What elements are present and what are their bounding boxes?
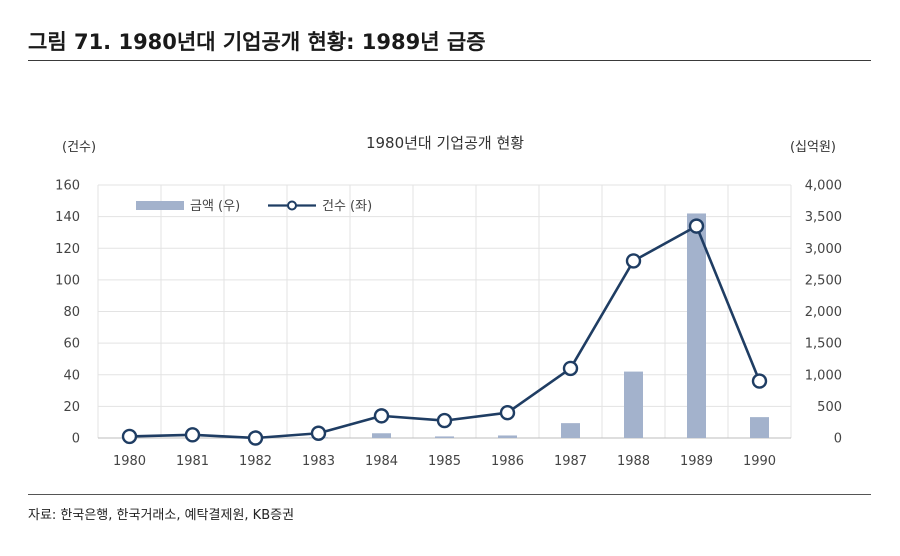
- left-tick-label: 20: [63, 400, 80, 415]
- x-tick-label: 1988: [617, 454, 650, 469]
- line-point: [751, 373, 768, 389]
- right-tick-label: 4,000: [805, 179, 842, 194]
- bar: [435, 436, 454, 438]
- line-point: [436, 412, 453, 429]
- left-axis-unit: (건수): [62, 140, 96, 155]
- top-divider: [28, 60, 871, 61]
- x-tick-label: 1987: [554, 454, 587, 469]
- right-tick-label: 1,000: [805, 368, 842, 383]
- right-tick-label: 3,000: [805, 242, 842, 257]
- left-tick-label: 80: [63, 305, 80, 320]
- bar: [624, 371, 643, 438]
- right-tick-label: 500: [817, 400, 842, 415]
- left-tick-label: 140: [55, 210, 80, 225]
- x-tick-label: 1980: [113, 454, 146, 469]
- bar: [498, 435, 517, 438]
- bar: [750, 417, 769, 438]
- bottom-divider: [28, 494, 871, 495]
- chart-title: 1980년대 기업공개 현황: [366, 134, 524, 152]
- left-tick-label: 60: [63, 337, 80, 352]
- left-tick-label: 120: [55, 242, 80, 257]
- line-point: [373, 408, 390, 424]
- left-tick-label: 100: [55, 273, 80, 288]
- left-tick-label: 0: [72, 432, 80, 447]
- line-point: [688, 218, 705, 234]
- right-tick-label: 0: [834, 432, 842, 447]
- x-tick-label: 1989: [680, 454, 713, 469]
- legend-line-marker: [287, 200, 297, 211]
- line-point: [121, 428, 138, 445]
- x-tick-label: 1986: [491, 454, 524, 469]
- right-tick-label: 3,500: [805, 210, 842, 225]
- x-tick-label: 1985: [428, 454, 461, 469]
- line-point: [310, 425, 327, 441]
- x-tick-label: 1981: [176, 454, 209, 469]
- source-note: 자료: 한국은행, 한국거래소, 예탁결제원, KB증권: [28, 508, 295, 523]
- bar: [372, 433, 391, 438]
- bar: [687, 213, 706, 438]
- axis-labels: 0 0 20 500 40 1,000 60 1,500 80 2,000 100 2,500 120 3…: [55, 179, 842, 470]
- figure-title: 그림 71. 1980년대 기업공개 현황: 1989년 급증: [28, 30, 486, 54]
- legend-bar-label: 금액 (우): [190, 199, 240, 214]
- legend-bar-swatch: [136, 201, 184, 210]
- line-series: [121, 218, 768, 446]
- right-tick-label: 2,000: [805, 305, 842, 320]
- line-point: [184, 427, 201, 443]
- bar-series: [309, 213, 769, 438]
- left-tick-label: 160: [55, 179, 80, 194]
- line-point: [562, 360, 579, 377]
- legend: 금액 (우) 건수 (좌): [136, 199, 372, 214]
- gridlines: [97, 184, 792, 439]
- right-tick-label: 1,500: [805, 337, 842, 352]
- bar: [561, 423, 580, 438]
- x-tick-label: 1982: [239, 454, 272, 469]
- line-point: [499, 405, 516, 421]
- x-tick-label: 1990: [743, 454, 776, 469]
- line-point: [247, 430, 264, 446]
- left-tick-label: 40: [63, 368, 80, 383]
- x-tick-label: 1983: [302, 454, 335, 469]
- line-point: [625, 253, 642, 269]
- right-axis-unit: (십억원): [790, 140, 836, 155]
- x-tick-label: 1984: [365, 454, 398, 469]
- right-tick-label: 2,500: [805, 273, 842, 288]
- legend-line-label: 건수 (좌): [322, 199, 372, 214]
